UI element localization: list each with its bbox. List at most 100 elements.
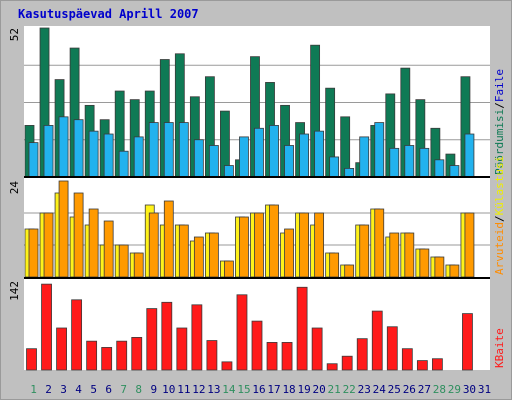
x-label-day-4: 4 xyxy=(75,383,82,396)
bar-faile-day-4 xyxy=(73,119,84,178)
x-label-day-15: 15 xyxy=(237,383,250,396)
x-label-day-29: 29 xyxy=(448,383,461,396)
bar-kbaite-day-18 xyxy=(281,342,293,371)
bar-kbaite-day-8 xyxy=(131,337,143,371)
x-label-day-28: 28 xyxy=(433,383,446,396)
y-max-label: 142 xyxy=(8,281,21,301)
x-label-day-22: 22 xyxy=(343,383,356,396)
bar-faile-day-19 xyxy=(299,133,309,178)
x-label-day-5: 5 xyxy=(90,383,97,396)
legend-top: Pöördumisi/Faile xyxy=(493,69,506,175)
x-label-day-7: 7 xyxy=(120,383,127,396)
legend-entry: Faile xyxy=(493,69,506,102)
bar-arvuteid-day-25 xyxy=(389,232,400,278)
bar-arvuteid-day-18 xyxy=(284,228,294,278)
bar-arvuteid-day-24 xyxy=(374,208,385,278)
bar-arvuteid-day-23 xyxy=(359,224,370,278)
x-label-day-8: 8 xyxy=(135,383,142,396)
bar-faile-day-29 xyxy=(449,165,460,178)
bar-faile-day-20 xyxy=(314,130,325,178)
bar-faile-day-21 xyxy=(329,156,340,178)
bar-faile-day-2 xyxy=(43,125,54,178)
x-label-day-25: 25 xyxy=(388,383,401,396)
bar-arvuteid-day-15 xyxy=(239,216,249,278)
bar-arvuteid-day-28 xyxy=(434,256,445,278)
x-label-day-11: 11 xyxy=(177,383,190,396)
bar-faile-day-16 xyxy=(254,127,264,178)
bar-faile-day-12 xyxy=(193,139,204,178)
x-label-day-12: 12 xyxy=(192,383,205,396)
bar-kbaite-day-26 xyxy=(401,348,413,371)
bar-arvuteid-day-21 xyxy=(329,252,340,278)
bar-arvuteid-day-5 xyxy=(88,208,99,278)
x-axis-labels: 1 2 3 4 5 6 7 8 9 10 11 12 13 14 15 16 17 18 19 20 21 22 23 24 2… xyxy=(30,383,491,396)
legend-entry: / xyxy=(493,215,506,222)
bar-faile-day-15 xyxy=(239,136,249,178)
x-label-day-27: 27 xyxy=(418,383,431,396)
bars xyxy=(24,27,475,371)
bar-faile-day-8 xyxy=(133,136,144,178)
panel-separators xyxy=(24,176,490,279)
bar-arvuteid-day-12 xyxy=(193,236,204,278)
bar-kbaite-day-24 xyxy=(371,310,383,371)
x-label-day-10: 10 xyxy=(162,383,175,396)
bar-kbaite-day-16 xyxy=(251,320,263,371)
x-label-day-1: 1 xyxy=(30,383,37,396)
bar-kbaite-day-20 xyxy=(311,327,323,371)
bar-faile-day-1 xyxy=(28,142,39,178)
bar-kbaite-day-22 xyxy=(341,355,353,371)
bar-arvuteid-day-27 xyxy=(419,248,430,278)
bar-faile-day-10 xyxy=(163,122,174,178)
bar-arvuteid-day-26 xyxy=(404,232,415,278)
bar-faile-day-9 xyxy=(148,122,159,178)
bar-arvuteid-day-10 xyxy=(163,200,174,278)
bar-kbaite-day-14 xyxy=(221,361,233,371)
x-label-day-21: 21 xyxy=(328,383,341,396)
x-label-day-16: 16 xyxy=(252,383,265,396)
legend-entry: Arvuteid xyxy=(493,222,506,275)
bar-faile-day-26 xyxy=(404,145,415,178)
x-label-day-19: 19 xyxy=(297,383,310,396)
x-label-day-6: 6 xyxy=(105,383,112,396)
bar-faile-day-13 xyxy=(208,145,219,178)
x-label-day-2: 2 xyxy=(45,383,52,396)
bar-faile-day-23 xyxy=(359,136,370,178)
bar-faile-day-6 xyxy=(103,133,114,178)
bar-kbaite-day-4 xyxy=(71,299,83,371)
bar-arvuteid-day-4 xyxy=(73,192,84,278)
bar-arvuteid-day-14 xyxy=(224,260,234,278)
x-label-day-31: 31 xyxy=(478,383,491,396)
bar-kbaite-day-23 xyxy=(356,338,368,371)
bar-kbaite-day-2 xyxy=(41,283,52,371)
legend-bottom: KBaite xyxy=(493,328,506,368)
bar-faile-day-7 xyxy=(118,150,129,178)
bar-faile-day-11 xyxy=(178,122,189,178)
bar-kbaite-day-15 xyxy=(236,294,248,371)
bar-kbaite-day-1 xyxy=(26,348,37,371)
bar-faile-day-18 xyxy=(284,145,294,178)
x-label-day-13: 13 xyxy=(207,383,220,396)
bar-kbaite-day-17 xyxy=(266,342,278,371)
legend-entry: KBaite xyxy=(493,328,506,368)
bar-arvuteid-day-11 xyxy=(178,224,189,278)
y-max-label: 24 xyxy=(8,181,21,195)
x-label-day-23: 23 xyxy=(358,383,371,396)
bar-faile-day-5 xyxy=(88,130,99,178)
bar-faile-day-24 xyxy=(374,122,385,178)
legend-entry: / xyxy=(493,102,506,109)
legend-middle: Arvuteid/Külastusi xyxy=(493,156,506,275)
x-label-day-30: 30 xyxy=(463,383,476,396)
bar-kbaite-day-6 xyxy=(101,347,113,371)
bar-kbaite-day-28 xyxy=(431,358,443,371)
x-label-day-24: 24 xyxy=(373,383,387,396)
bar-faile-day-3 xyxy=(58,116,69,178)
bar-kbaite-day-5 xyxy=(86,340,98,371)
bar-arvuteid-day-13 xyxy=(208,232,219,278)
x-label-day-9: 9 xyxy=(150,383,157,396)
bar-kbaite-day-25 xyxy=(386,326,398,371)
y-axis-labels: 52 24 142 xyxy=(8,28,21,301)
bar-faile-day-25 xyxy=(389,147,400,178)
legend-entry: Külastusi xyxy=(493,156,506,216)
bar-faile-day-27 xyxy=(419,147,430,178)
